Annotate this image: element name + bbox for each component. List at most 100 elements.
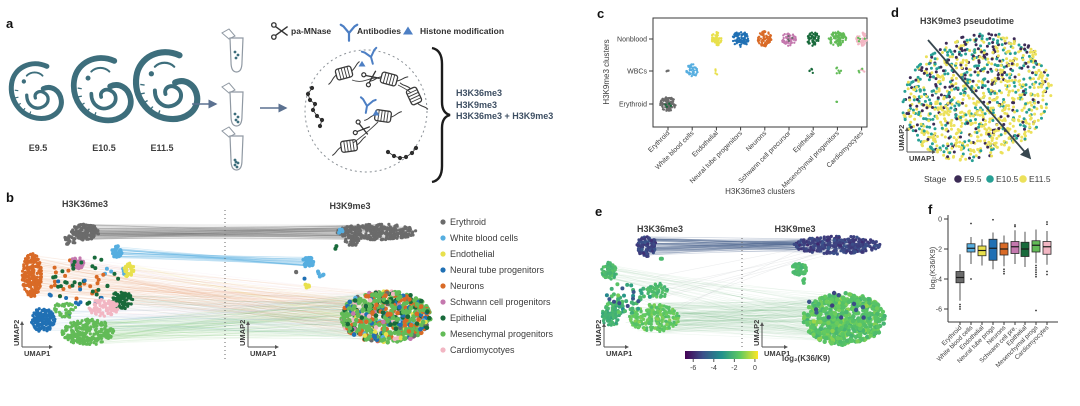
legend-label: Neurons xyxy=(450,281,485,291)
panel-c-letter: c xyxy=(597,6,605,21)
svg-text:UMAP1: UMAP1 xyxy=(250,349,276,358)
svg-text:UMAP1: UMAP1 xyxy=(909,154,935,163)
legend-label: E9.5 xyxy=(964,174,982,184)
scissors-icon xyxy=(352,119,371,136)
plot-frame xyxy=(652,17,868,128)
svg-text:UMAP2: UMAP2 xyxy=(12,320,21,346)
dna-bead-chain xyxy=(385,145,419,161)
nucleosome-icon xyxy=(399,82,429,110)
svg-text:Nonblood: Nonblood xyxy=(617,37,647,44)
embryo-icon xyxy=(133,49,201,123)
svg-text:H3K9me3 clusters: H3K9me3 clusters xyxy=(602,39,611,104)
antibodies-label: Antibodies xyxy=(357,26,401,36)
legend-label: Neural tube progenitors xyxy=(450,265,545,275)
legend-dot xyxy=(440,267,446,273)
legend-label: Endothelial xyxy=(450,249,495,259)
legend-dot xyxy=(440,283,446,289)
embryo-stage-e11-label: E11.5 xyxy=(150,143,174,153)
legend-label: E11.5 xyxy=(1029,174,1051,184)
legend-dot xyxy=(440,235,446,241)
legend-dot xyxy=(440,331,446,337)
legend-label: Mesenchymal progenitors xyxy=(450,329,554,339)
histone-modification-label: Histone modification xyxy=(420,26,505,36)
assay-outputs-list: H3K36me3 H3K9me3 H3K36me3 + H3K9me3 xyxy=(456,88,553,123)
legend-dot xyxy=(1019,175,1027,183)
cluster-legend: Erythroid White blood cells Endothelial Neu… xyxy=(440,217,554,355)
nucleosome-icon xyxy=(328,61,360,85)
nucleosome-icon xyxy=(369,71,409,87)
legend-dot xyxy=(440,315,446,321)
colorbar-label: log₂(K36/K9) xyxy=(782,354,830,363)
svg-text:H3K36me3 clusters: H3K36me3 clusters xyxy=(725,187,795,196)
legend-dot xyxy=(986,175,994,183)
colorbar: -6 -4 -2 0 xyxy=(685,351,758,372)
link-lines xyxy=(602,236,883,344)
sample-tube-icon xyxy=(221,28,244,73)
scissors-icon xyxy=(270,22,289,40)
panel-d-letter: d xyxy=(891,5,899,20)
panel-b-umap-link-chart: H3K36me3 H3K9me3UMAP1UMAP2UMAP1UMAP2Eryth… xyxy=(12,199,554,360)
assay-output-1: H3K36me3 xyxy=(456,88,503,98)
legend-label: Epithelial xyxy=(450,313,487,323)
scissors-icon xyxy=(361,70,380,88)
panel-a-letter: a xyxy=(6,16,14,31)
svg-text:H3K36me3: H3K36me3 xyxy=(62,199,108,209)
assay-output-3: H3K36me3 + H3K9me3 xyxy=(456,111,554,121)
legend-label: Cardiomycotyes xyxy=(450,345,515,355)
umap-points xyxy=(20,222,433,346)
panel-f-letter: f xyxy=(928,202,933,217)
histone-mod-triangle-icon xyxy=(403,26,413,35)
svg-text:Neurons: Neurons xyxy=(745,130,769,154)
nucleosome-icon xyxy=(364,109,402,123)
svg-text:Stage: Stage xyxy=(924,174,946,184)
embryo-icon xyxy=(8,61,64,121)
brace xyxy=(431,46,451,184)
dna-bead-chain xyxy=(305,85,325,129)
svg-text:WBCs: WBCs xyxy=(627,69,647,76)
svg-text:Epithelial: Epithelial xyxy=(792,130,817,155)
assay-output-2: H3K9me3 xyxy=(456,99,498,110)
svg-text:Erythroid: Erythroid xyxy=(647,130,671,154)
panel-e-letter: e xyxy=(595,204,603,219)
legend-dot xyxy=(440,251,446,257)
legend-dot xyxy=(440,347,446,353)
svg-text:Erythroid: Erythroid xyxy=(619,102,647,109)
category-points xyxy=(659,30,869,112)
embryo-stage-e9-label: E9.5 xyxy=(28,143,48,153)
legend-dot xyxy=(440,299,446,305)
svg-text:H3K9me3: H3K9me3 xyxy=(329,201,370,211)
pa-mnase-label: pa-MNase xyxy=(291,26,332,36)
umap-points xyxy=(600,234,887,347)
panel-b-letter: b xyxy=(6,190,14,205)
sample-tube-icon xyxy=(221,126,244,171)
legend-dot xyxy=(440,219,446,225)
legend-label: Schwann cell progenitors xyxy=(450,297,551,307)
antibody-icon xyxy=(359,96,377,114)
histone-mod-triangle-icon xyxy=(372,109,380,116)
embryo-stage-e10-label: E10.5 xyxy=(92,143,116,153)
legend-label: Erythroid xyxy=(450,217,486,227)
sample-tube-icon xyxy=(221,82,244,127)
histone-mod-triangle-icon xyxy=(358,60,366,67)
stage-legend: Stage E9.5 E10.5 E11.5 xyxy=(924,174,1051,184)
svg-text:UMAP1: UMAP1 xyxy=(24,349,50,358)
pseudotime-arrow xyxy=(927,39,1032,160)
svg-text:H3K9me3 pseudotime: H3K9me3 pseudotime xyxy=(920,16,1014,26)
antibody-icon xyxy=(360,46,378,65)
boxplots xyxy=(955,218,1052,312)
svg-text:UMAP2: UMAP2 xyxy=(897,125,906,151)
embryo-icon xyxy=(70,55,134,124)
panel-a-workflow-diagram xyxy=(8,22,451,184)
svg-text:UMAP2: UMAP2 xyxy=(238,320,247,346)
legend-label: E10.5 xyxy=(996,174,1018,184)
